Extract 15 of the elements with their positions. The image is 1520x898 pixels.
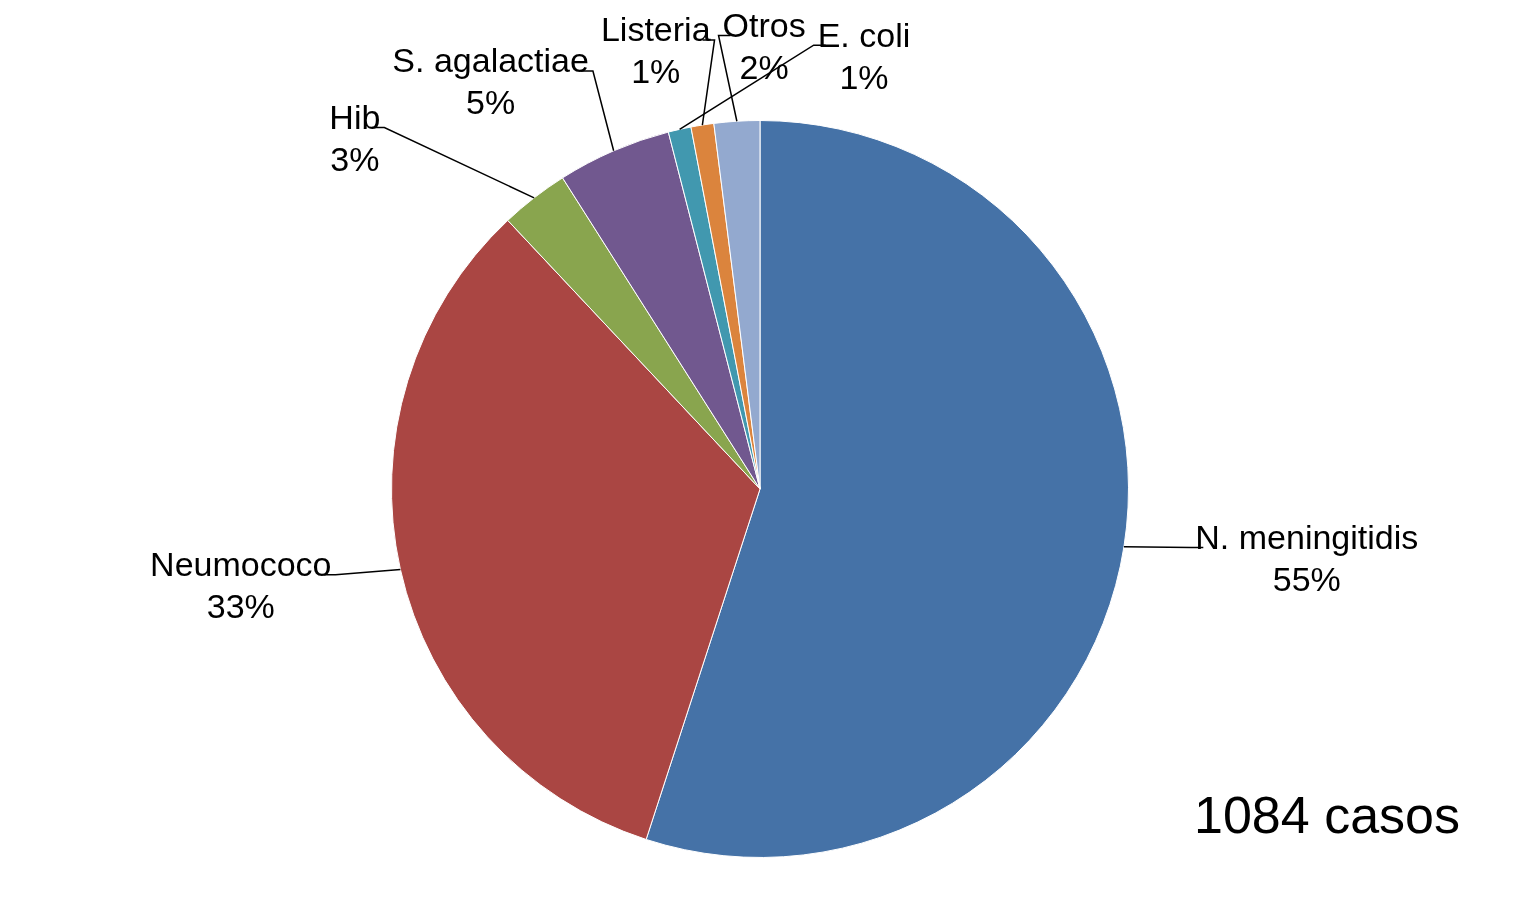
slice-label: Otros	[722, 5, 806, 44]
slice-label: E. coli	[817, 15, 911, 54]
slice-label: N. meningitidis	[1195, 517, 1419, 556]
text: 1084 casos	[1194, 786, 1460, 844]
data-label: 3%	[330, 139, 380, 178]
slice-label: Neumococo	[150, 545, 332, 584]
data-label: 1%	[839, 57, 889, 96]
slice-label: S. agalactiae	[392, 41, 589, 80]
slice-label: Hib	[329, 97, 381, 136]
data-label: 55%	[1272, 559, 1341, 598]
data-label: 5%	[466, 83, 516, 122]
slice-label: Listeria	[600, 10, 711, 49]
data-label: 1%	[631, 52, 681, 91]
data-label: 33%	[206, 587, 275, 626]
data-label: 2%	[739, 47, 789, 86]
